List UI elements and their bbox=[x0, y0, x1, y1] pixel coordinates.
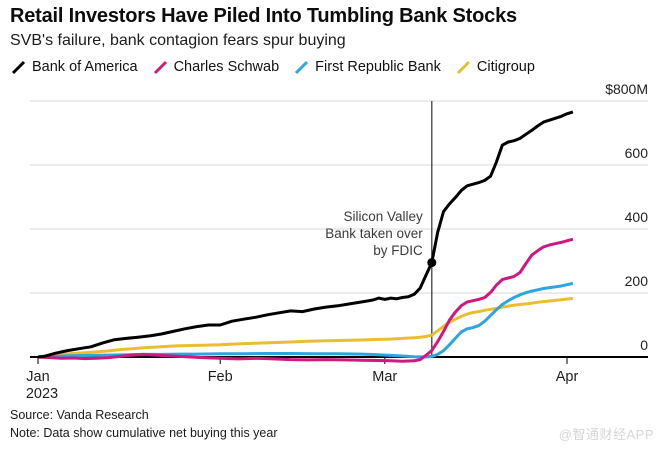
line-swatch-icon bbox=[456, 60, 470, 74]
legend: Bank of America Charles Schwab First Rep… bbox=[11, 59, 535, 75]
legend-item-bank-of-america: Bank of America bbox=[11, 59, 138, 75]
data-note: Note: Data show cumulative net buying th… bbox=[10, 426, 278, 440]
source-note: Source: Vanda Research bbox=[10, 408, 149, 422]
chart-subtitle: SVB's failure, bank contagion fears spur… bbox=[10, 32, 346, 49]
x-tick-label: Apr bbox=[556, 369, 579, 385]
series-line-bank-of-america bbox=[37, 110, 574, 359]
event-annotation-line: Bank taken over bbox=[325, 226, 423, 241]
legend-item-charles-schwab: Charles Schwab bbox=[153, 59, 280, 75]
line-swatch-icon bbox=[11, 60, 26, 74]
y-tick-label: 0 bbox=[640, 337, 648, 353]
legend-item-citigroup: Citigroup bbox=[456, 59, 535, 75]
event-annotation-line: Silicon Valley bbox=[344, 209, 424, 224]
y-tick-label: $800M bbox=[605, 81, 648, 97]
series-line-citigroup bbox=[37, 296, 574, 359]
legend-label: Citigroup bbox=[476, 59, 535, 75]
y-tick-label: 200 bbox=[625, 273, 649, 289]
series-line-charles-schwab bbox=[37, 237, 574, 363]
event-annotation-line: by FDIC bbox=[373, 243, 423, 258]
y-tick-label: 400 bbox=[625, 209, 649, 225]
legend-label: First Republic Bank bbox=[315, 59, 441, 75]
x-tick-label: Jan bbox=[26, 369, 49, 385]
legend-label: Bank of America bbox=[32, 59, 138, 75]
series-line-first-republic-bank bbox=[37, 281, 574, 359]
legend-label: Charles Schwab bbox=[173, 59, 280, 75]
event-marker-dot bbox=[427, 258, 437, 268]
legend-item-first-republic-bank: First Republic Bank bbox=[294, 59, 441, 75]
line-swatch-icon bbox=[295, 60, 309, 74]
x-tick-sublabel: 2023 bbox=[26, 386, 58, 402]
line-swatch-icon bbox=[153, 60, 167, 74]
y-tick-label: 600 bbox=[625, 145, 649, 161]
chart-title: Retail Investors Have Piled Into Tumblin… bbox=[10, 5, 517, 27]
x-tick-label: Feb bbox=[208, 369, 233, 385]
watermark: @智通财经APP bbox=[558, 427, 654, 442]
x-tick-label: Mar bbox=[372, 369, 397, 385]
